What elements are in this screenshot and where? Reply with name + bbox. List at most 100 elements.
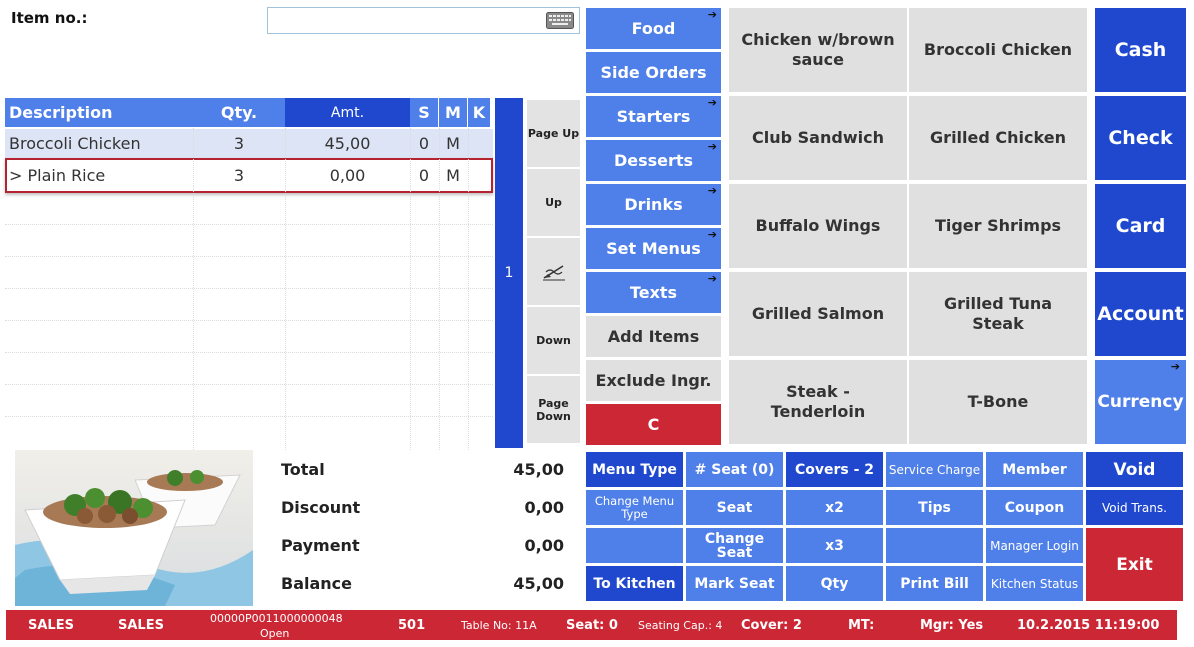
- arrow-right-icon: ➔: [707, 184, 717, 197]
- category-food[interactable]: Food ➔: [586, 8, 721, 49]
- grid-divider: [5, 320, 493, 321]
- coupon-button[interactable]: Coupon: [986, 490, 1083, 525]
- product-buffalo-wings[interactable]: Buffalo Wings: [729, 184, 907, 268]
- status-order-state: Open: [260, 626, 290, 640]
- pay-cash-button[interactable]: Cash: [1095, 8, 1186, 92]
- qty-button[interactable]: Qty: [786, 566, 883, 601]
- item-no-input[interactable]: [267, 7, 580, 34]
- up-button[interactable]: Up: [527, 169, 580, 236]
- grid-divider: [5, 224, 493, 225]
- exclude-ingredients-button[interactable]: Exclude Ingr.: [586, 360, 721, 401]
- row-description: > Plain Rice: [9, 166, 106, 185]
- grid-divider: [5, 352, 493, 353]
- category-set-menus[interactable]: Set Menus ➔: [586, 228, 721, 269]
- category-label: Food: [631, 19, 676, 38]
- edit-item-button[interactable]: [527, 238, 580, 305]
- pay-currency-button[interactable]: Currency ➔: [1095, 360, 1186, 444]
- service-charge-button[interactable]: Service Charge: [886, 452, 983, 487]
- balance-value: 45,00: [513, 574, 564, 593]
- order-scrollbar[interactable]: 1: [495, 98, 523, 448]
- page-down-button[interactable]: Page Down: [527, 376, 580, 443]
- order-row-selected[interactable]: > Plain Rice 3 0,00 0 M: [5, 158, 493, 193]
- grid-divider: [410, 128, 411, 450]
- to-kitchen-button[interactable]: To Kitchen: [586, 566, 683, 601]
- order-row[interactable]: Broccoli Chicken 3 45,00 0 M: [5, 129, 493, 158]
- empty-function-button[interactable]: [886, 528, 983, 563]
- category-drinks[interactable]: Drinks ➔: [586, 184, 721, 225]
- product-tiger-shrimps[interactable]: Tiger Shrimps: [909, 184, 1087, 268]
- col-header-k: K: [468, 98, 490, 127]
- clear-button[interactable]: C: [586, 404, 721, 445]
- pay-card-button[interactable]: Card: [1095, 184, 1186, 268]
- row-s: 0: [418, 134, 430, 153]
- tips-button[interactable]: Tips: [886, 490, 983, 525]
- button-label: C: [647, 415, 660, 434]
- add-items-button[interactable]: Add Items: [586, 316, 721, 357]
- row-m: M: [446, 166, 460, 185]
- discount-value: 0,00: [524, 498, 564, 517]
- grid-divider: [468, 128, 469, 450]
- discount-label: Discount: [281, 498, 361, 517]
- pay-account-button[interactable]: Account: [1095, 272, 1186, 356]
- row-amt: 45,00: [324, 134, 371, 153]
- product-grilled-chicken[interactable]: Grilled Chicken: [909, 96, 1087, 180]
- item-no-label: Item no.:: [11, 9, 88, 27]
- category-starters[interactable]: Starters ➔: [586, 96, 721, 137]
- status-cover: Cover: 2: [741, 617, 802, 633]
- product-grilled-salmon[interactable]: Grilled Salmon: [729, 272, 907, 356]
- multiply-3-button[interactable]: x3: [786, 528, 883, 563]
- button-label: Add Items: [607, 327, 700, 346]
- row-s: 0: [418, 166, 430, 185]
- manager-login-button[interactable]: Manager Login: [986, 528, 1083, 563]
- kitchen-status-button[interactable]: Kitchen Status: [986, 566, 1083, 601]
- col-header-amt: Amt.: [285, 98, 410, 127]
- grid-divider: [193, 128, 194, 450]
- void-transaction-button[interactable]: Void Trans.: [1086, 490, 1183, 525]
- seat-button[interactable]: Seat: [686, 490, 783, 525]
- product-club-sandwich[interactable]: Club Sandwich: [729, 96, 907, 180]
- category-label: Texts: [629, 283, 678, 302]
- change-seat-button[interactable]: Change Seat: [686, 528, 783, 563]
- grid-divider: [5, 256, 493, 257]
- multiply-2-button[interactable]: x2: [786, 490, 883, 525]
- total-label: Total: [281, 460, 325, 479]
- member-button[interactable]: Member: [986, 452, 1083, 487]
- down-button[interactable]: Down: [527, 307, 580, 374]
- status-order-id: 00000P0011000000048: [210, 611, 343, 625]
- product-t-bone[interactable]: T-Bone: [909, 360, 1087, 444]
- product-steak-tenderloin[interactable]: Steak - Tenderloin: [729, 360, 907, 444]
- empty-function-button[interactable]: [586, 528, 683, 563]
- change-menu-type-button[interactable]: Change Menu Type: [586, 490, 683, 525]
- col-header-s: S: [410, 98, 438, 127]
- grid-divider: [439, 128, 440, 450]
- payment-value: 0,00: [524, 536, 564, 555]
- pay-check-button[interactable]: Check: [1095, 96, 1186, 180]
- payment-label: Payment: [281, 536, 360, 555]
- order-table: Description Qty. Amt. S M K Broccoli Chi…: [5, 98, 493, 450]
- menu-type-button[interactable]: Menu Type: [586, 452, 683, 487]
- button-label: Currency: [1097, 392, 1184, 412]
- keyboard-icon[interactable]: [546, 12, 574, 29]
- balance-label: Balance: [281, 574, 352, 593]
- arrow-right-icon: ➔: [707, 140, 717, 153]
- product-grilled-tuna-steak[interactable]: Grilled Tuna Steak: [909, 272, 1087, 356]
- category-side-orders[interactable]: Side Orders: [586, 52, 721, 93]
- exit-button[interactable]: Exit: [1086, 528, 1183, 601]
- page-up-button[interactable]: Page Up: [527, 100, 580, 167]
- col-header-description: Description: [5, 98, 193, 127]
- covers-button[interactable]: Covers - 2: [786, 452, 883, 487]
- arrow-right-icon: ➔: [707, 272, 717, 285]
- edit-note-icon: [542, 264, 565, 280]
- mark-seat-button[interactable]: Mark Seat: [686, 566, 783, 601]
- category-desserts[interactable]: Desserts ➔: [586, 140, 721, 181]
- product-broccoli-chicken[interactable]: Broccoli Chicken: [909, 8, 1087, 92]
- category-label: Side Orders: [600, 63, 707, 82]
- status-seat: Seat: 0: [566, 617, 618, 633]
- category-texts[interactable]: Texts ➔: [586, 272, 721, 313]
- status-manager: Mgr: Yes: [920, 617, 984, 633]
- seat-count-button[interactable]: # Seat (0): [686, 452, 783, 487]
- void-button[interactable]: Void: [1086, 452, 1183, 487]
- product-chicken-brown-sauce[interactable]: Chicken w/brown sauce: [729, 8, 907, 92]
- print-bill-button[interactable]: Print Bill: [886, 566, 983, 601]
